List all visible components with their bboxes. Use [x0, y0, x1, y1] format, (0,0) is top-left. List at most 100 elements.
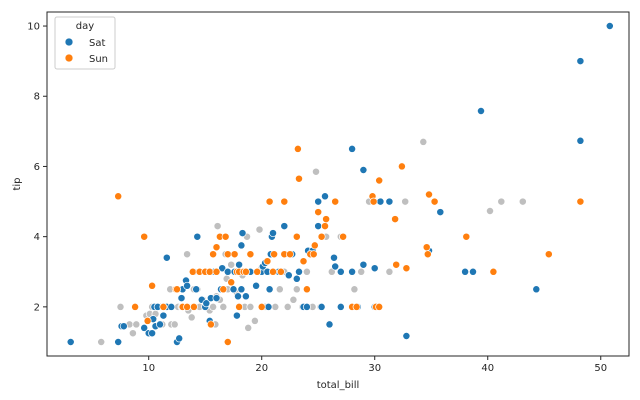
- point-sun-3: [143, 316, 152, 325]
- point-sun-68: [423, 250, 432, 259]
- point-sun-50: [314, 208, 323, 217]
- legend-label-sun: Sun: [89, 54, 108, 65]
- point-sat-55: [269, 229, 277, 238]
- point-other-1: [116, 302, 125, 311]
- point-sat-35: [223, 267, 232, 276]
- point-sun-41: [286, 250, 294, 259]
- points-layer: [66, 22, 614, 346]
- point-sat-28: [202, 299, 211, 308]
- point-sun-20: [219, 285, 228, 294]
- point-sat-66: [314, 222, 323, 231]
- point-sat-18: [177, 294, 186, 303]
- point-other-28: [209, 302, 218, 311]
- point-other-4: [132, 320, 141, 329]
- point-sun-9: [183, 302, 192, 311]
- point-sun-37: [270, 250, 279, 259]
- point-other-72: [497, 197, 506, 206]
- point-other-53: [283, 302, 292, 311]
- point-sat-14: [162, 253, 171, 262]
- point-sat-84: [385, 197, 394, 206]
- x-axis-ticks: 10 20 30 40 50: [142, 356, 607, 374]
- point-sun-49: [310, 241, 319, 250]
- x-tick-label-10: 10: [142, 363, 155, 374]
- point-sun-14: [205, 267, 214, 276]
- point-other-54: [289, 295, 298, 304]
- point-sun-52: [321, 222, 329, 231]
- x-axis-label: total_bill: [317, 380, 360, 391]
- point-sat-85: [402, 332, 411, 340]
- point-sun-7: [173, 285, 181, 294]
- point-other-65: [357, 267, 366, 276]
- point-sun-66: [402, 264, 411, 273]
- point-sat-15: [167, 302, 176, 311]
- point-other-44: [250, 316, 259, 325]
- point-other-36: [227, 260, 236, 269]
- point-other-3: [128, 329, 137, 338]
- point-sat-42: [237, 285, 246, 294]
- y-tick-label-10: 10: [27, 22, 40, 33]
- point-sun-2: [140, 232, 149, 241]
- point-sun-55: [339, 232, 348, 241]
- point-sat-36: [229, 285, 238, 294]
- x-tick-label-40: 40: [481, 363, 494, 374]
- point-other-51: [275, 285, 284, 294]
- point-sat-32: [212, 294, 221, 303]
- point-sun-63: [391, 215, 400, 224]
- point-sat-40: [235, 260, 244, 269]
- point-sun-16: [209, 250, 218, 259]
- point-other-33: [219, 302, 228, 311]
- point-other-71: [486, 207, 494, 215]
- point-sun-57: [352, 302, 361, 311]
- point-sat-52: [265, 285, 274, 294]
- point-sat-79: [359, 166, 368, 174]
- point-other-0: [97, 338, 106, 346]
- point-sat-68: [317, 302, 326, 311]
- point-sun-27: [235, 302, 244, 311]
- point-sat-4: [140, 323, 149, 332]
- x-tick-label-30: 30: [368, 363, 381, 374]
- point-sun-40: [280, 197, 289, 206]
- point-sun-18: [212, 243, 221, 252]
- point-sat-43: [238, 229, 247, 238]
- point-sun-45: [299, 257, 308, 266]
- point-sun-25: [230, 250, 239, 259]
- point-sat-61: [295, 267, 303, 276]
- point-sat-12: [159, 311, 168, 320]
- point-other-55: [292, 285, 301, 294]
- point-sat-3: [119, 322, 128, 331]
- point-sun-24: [227, 278, 236, 287]
- point-other-73: [518, 197, 527, 206]
- point-sun-38: [276, 267, 285, 276]
- point-other-50: [271, 302, 280, 311]
- point-sun-35: [265, 197, 274, 206]
- point-sun-64: [392, 260, 401, 269]
- point-sun-48: [309, 250, 318, 259]
- point-sat-17: [175, 334, 184, 343]
- point-sat-88: [436, 208, 445, 217]
- point-other-14: [170, 320, 179, 329]
- point-sun-17: [212, 267, 221, 276]
- point-other-59: [312, 167, 320, 176]
- y-axis-label: tip: [12, 177, 23, 190]
- point-sun-22: [223, 338, 232, 346]
- legend: day Sat Sun: [54, 16, 116, 70]
- point-sat-74: [336, 267, 345, 276]
- point-sat-57: [280, 222, 289, 231]
- point-sat-0: [66, 338, 75, 346]
- point-sun-10: [188, 267, 197, 276]
- point-sun-46: [302, 285, 311, 294]
- point-sat-67: [314, 197, 323, 206]
- point-sat-93: [576, 57, 585, 66]
- point-other-78: [255, 225, 264, 234]
- point-sat-24: [192, 285, 201, 294]
- point-sat-11: [156, 320, 164, 329]
- point-sun-30: [241, 267, 250, 276]
- legend-marker-sun: [64, 53, 74, 63]
- y-tick-label-8: 8: [34, 92, 40, 103]
- point-sat-39: [234, 292, 242, 301]
- point-sat-95: [605, 22, 614, 30]
- point-sun-15: [206, 320, 215, 329]
- plot-frame: [46, 11, 630, 357]
- point-sun-4: [148, 281, 157, 290]
- point-sat-91: [477, 107, 485, 115]
